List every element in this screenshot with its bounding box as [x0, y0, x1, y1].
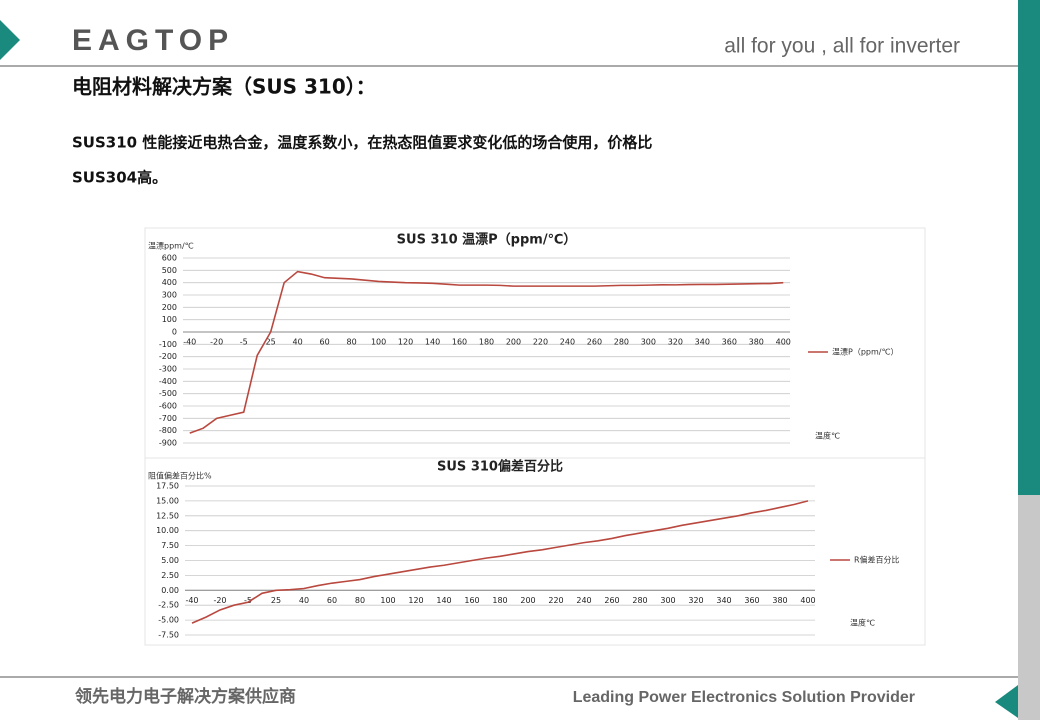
x-tick-label: 360 — [722, 338, 737, 347]
y-tick-label: -200 — [159, 352, 177, 361]
y-tick-label: -900 — [159, 439, 177, 448]
x-tick-label: 25 — [266, 338, 276, 347]
y-tick-label: 15.00 — [156, 496, 179, 505]
x-tick-label: 380 — [749, 338, 764, 347]
x-tick-label: -40 — [185, 596, 198, 605]
y-tick-label: 17.50 — [156, 482, 179, 491]
y-tick-label: -800 — [159, 426, 177, 435]
y-tick-label: -400 — [159, 377, 177, 386]
x-tick-label: 300 — [660, 596, 675, 605]
y-tick-label: -2.50 — [158, 601, 179, 610]
x-tick-label: 220 — [548, 596, 563, 605]
chart-area — [144, 227, 926, 459]
x-tick-label: 25 — [271, 596, 281, 605]
x-tick-label: -20 — [213, 596, 226, 605]
x-tick-label: 180 — [492, 596, 507, 605]
x-tick-label: 240 — [560, 338, 575, 347]
body-text: SUS304高。 — [72, 169, 167, 187]
x-tick-label: 340 — [695, 338, 710, 347]
y-tick-label: 0.00 — [161, 586, 179, 595]
x-tick-label: -5 — [240, 338, 248, 347]
x-tick-label: 180 — [479, 338, 494, 347]
side-bar — [1018, 0, 1040, 495]
x-tick-label: 260 — [604, 596, 619, 605]
data-line — [189, 270, 784, 434]
chart-area — [144, 457, 926, 646]
y-tick-label: 10.00 — [156, 526, 179, 535]
x-tick-label: 260 — [587, 338, 602, 347]
logo: EAGTOP — [72, 24, 234, 57]
y-tick-label: 100 — [162, 315, 177, 324]
x-tick-label: 400 — [800, 596, 815, 605]
x-axis-label: 温度℃ — [815, 431, 840, 441]
x-tick-label: -40 — [183, 338, 196, 347]
x-tick-label: 120 — [408, 596, 423, 605]
x-tick-label: 60 — [320, 338, 330, 347]
side-bar-gray — [1018, 495, 1040, 720]
x-tick-label: 80 — [355, 596, 365, 605]
x-tick-label: 160 — [464, 596, 479, 605]
corner-arrow — [995, 685, 1018, 718]
x-tick-label: 40 — [299, 596, 309, 605]
y-tick-label: 2.50 — [161, 571, 179, 580]
y-tick-label: 12.50 — [156, 511, 179, 520]
x-tick-label: 340 — [716, 596, 731, 605]
y-tick-label: -700 — [159, 414, 177, 423]
y-tick-label: -500 — [159, 389, 177, 398]
x-tick-label: 200 — [520, 596, 535, 605]
y-tick-label: -5.00 — [158, 616, 179, 625]
x-tick-label: 140 — [425, 338, 440, 347]
data-line — [191, 500, 809, 624]
x-tick-label: 40 — [293, 338, 303, 347]
x-tick-label: 140 — [436, 596, 451, 605]
y-tick-label: 400 — [162, 278, 177, 287]
x-tick-label: 280 — [614, 338, 629, 347]
x-tick-label: 380 — [772, 596, 787, 605]
body-text: SUS310 性能接近电热合金，温度系数小，在热态阻值要求变化低的场合使用，价格… — [72, 134, 652, 152]
x-tick-label: 100 — [380, 596, 395, 605]
y-tick-label: 300 — [162, 291, 177, 300]
y-tick-label: 600 — [162, 254, 177, 263]
x-tick-label: 240 — [576, 596, 591, 605]
tagline: all for you , all for inverter — [724, 35, 960, 58]
y-tick-label: 200 — [162, 303, 177, 312]
x-axis-label: 温度℃ — [850, 618, 875, 628]
x-tick-label: 320 — [688, 596, 703, 605]
footer-left: 领先电力电子解决方案供应商 — [75, 686, 296, 707]
y-tick-label: -600 — [159, 402, 177, 411]
y-tick-label: -300 — [159, 365, 177, 374]
footer-right: Leading Power Electronics Solution Provi… — [573, 689, 915, 706]
x-tick-label: 200 — [506, 338, 521, 347]
x-tick-label: 400 — [776, 338, 791, 347]
x-tick-label: -20 — [210, 338, 223, 347]
x-tick-label: 80 — [347, 338, 357, 347]
y-tick-label: -7.50 — [158, 631, 179, 640]
y-tick-label: 7.50 — [161, 541, 179, 550]
chart-title: SUS 310 温漂P（ppm/℃） — [397, 232, 577, 248]
y-axis-label: 阻值偏差百分比% — [148, 471, 212, 481]
y-tick-label: 0 — [172, 328, 177, 337]
x-tick-label: 120 — [398, 338, 413, 347]
x-tick-label: -5 — [244, 596, 252, 605]
y-tick-label: 5.00 — [161, 556, 179, 565]
x-tick-label: 320 — [668, 338, 683, 347]
legend-label: R偏差百分比 — [854, 555, 900, 565]
chart-title: SUS 310偏差百分比 — [437, 459, 563, 475]
x-tick-label: 160 — [452, 338, 467, 347]
x-tick-label: 280 — [632, 596, 647, 605]
x-tick-label: 100 — [371, 338, 386, 347]
x-tick-label: 300 — [641, 338, 656, 347]
legend-label: 温漂P（ppm/℃） — [832, 347, 898, 357]
heading: 电阻材料解决方案（SUS 310）： — [72, 75, 376, 99]
y-tick-label: -100 — [159, 340, 177, 349]
x-tick-label: 360 — [744, 596, 759, 605]
y-axis-label: 温漂ppm/℃ — [148, 241, 194, 251]
x-tick-label: 60 — [327, 596, 337, 605]
y-tick-label: 500 — [162, 266, 177, 275]
corner-arrow — [0, 20, 20, 60]
x-tick-label: 220 — [533, 338, 548, 347]
